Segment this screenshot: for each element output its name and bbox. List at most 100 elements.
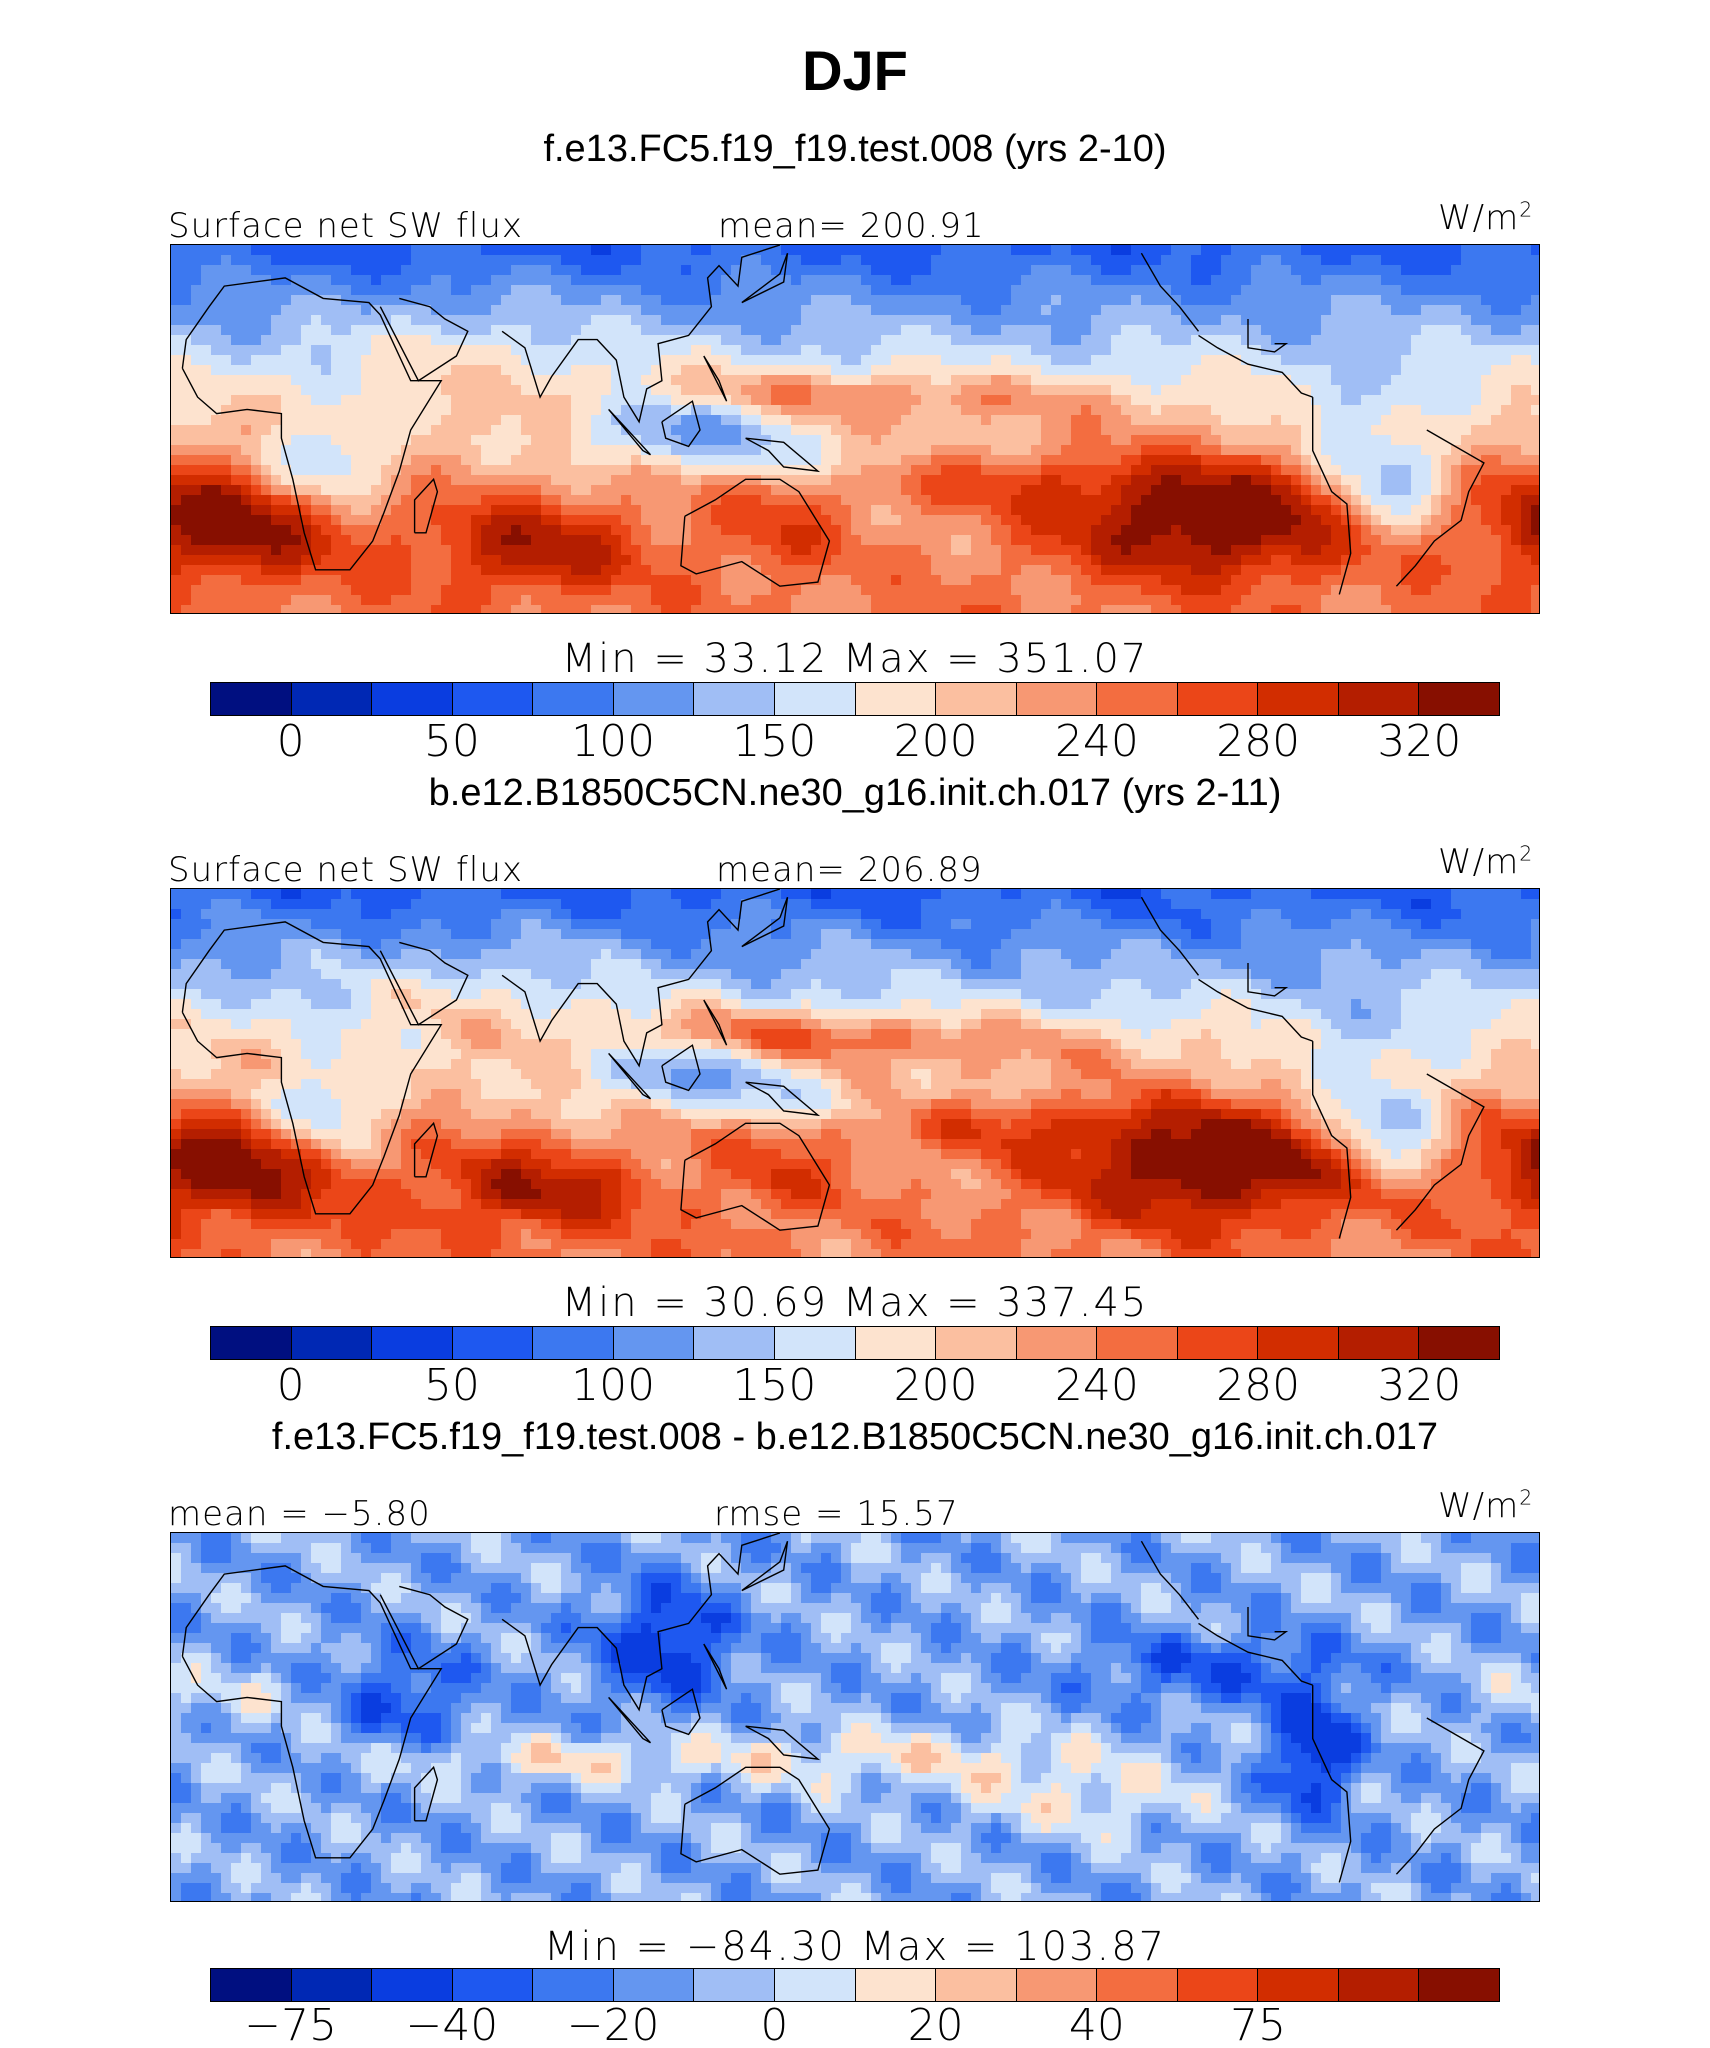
units-label-1: W/m2: [1438, 197, 1534, 238]
colorbar-tick-label: 20: [907, 2000, 964, 2048]
map-model: [171, 245, 1539, 613]
colorbar-swatch: [936, 1327, 1017, 1359]
colorbar-swatch: [1177, 683, 1259, 715]
coastline: [680, 1122, 831, 1231]
colorbar-tick-label: 320: [1377, 716, 1462, 767]
coastline: [1247, 1607, 1289, 1641]
mean-label-2: mean= 206.89: [716, 850, 983, 890]
colorbar-swatch: [1258, 683, 1339, 715]
coastline: [1311, 397, 1352, 595]
figure-title: DJF: [802, 39, 908, 102]
colorbar-swatch: [211, 683, 292, 715]
coastline: [501, 1533, 781, 1712]
coastline: [741, 896, 789, 948]
minmax-3: Min = −84.30 Max = 103.87: [543, 1924, 1167, 1970]
colorbar-swatch: [1097, 683, 1178, 715]
coastline: [413, 477, 439, 534]
colorbar-swatch: [452, 1969, 534, 2001]
map-difference: [171, 1533, 1539, 1901]
case-title-2: b.e12.B1850C5CN.ne30_g16.init.ch.017 (yr…: [428, 772, 1282, 814]
colorbar-swatch: [372, 1969, 453, 2001]
colorbar-swatch: [855, 683, 937, 715]
coastline: [703, 999, 728, 1046]
coastline: [1198, 1622, 1313, 1686]
coastline: [501, 245, 781, 424]
colorbar-swatch: [1338, 1969, 1420, 2001]
colorbar-swatch: [694, 683, 775, 715]
units-label-2: W/m2: [1438, 841, 1534, 882]
colorbar-swatch: [533, 1969, 614, 2001]
colorbar-swatch: [533, 1327, 614, 1359]
coastline: [1140, 252, 1200, 332]
colorbar-ticks-2: 0 50 100 150 200 240 280 320: [210, 1360, 1500, 1411]
minmax-2: Min = 30.69 Max = 337.45: [561, 1280, 1149, 1326]
colorbar-2: [210, 1326, 1500, 1360]
colorbar-swatch: [211, 1969, 292, 2001]
colorbar-tick-label: −20: [566, 2000, 660, 2048]
colorbar-swatch: [452, 683, 534, 715]
coastline: [1395, 1717, 1485, 1875]
colorbar-swatch: [1177, 1327, 1259, 1359]
colorbar-tick-label: −40: [405, 2000, 499, 2048]
colorbar-tick-label: 200: [893, 1360, 978, 1411]
colorbar-ticks-3: −75 −40 −20 0 20 40 75: [210, 2000, 1500, 2048]
mean-label-3: mean = −5.80: [168, 1494, 431, 1534]
colorbar-swatch: [774, 683, 856, 715]
colorbar-swatch: [291, 683, 373, 715]
colorbar-tick-label: 150: [732, 1360, 817, 1411]
coastline: [745, 437, 821, 473]
coastline: [703, 355, 728, 402]
variable-label-1: Surface net SW flux: [168, 206, 524, 246]
coastline: [1311, 1041, 1352, 1239]
coastline: [1140, 1540, 1200, 1620]
colorbar-tick-label: 0: [276, 716, 305, 767]
colorbar-swatch: [1419, 683, 1499, 715]
coastline: [661, 1688, 701, 1736]
colorbar-tick-label: 100: [571, 716, 656, 767]
colorbar-tick-label: 0: [276, 1360, 305, 1411]
coastline: [608, 1696, 652, 1744]
colorbar-swatch: [694, 1969, 775, 2001]
colorbar-swatch: [1338, 683, 1420, 715]
colorbar-swatch: [936, 1969, 1017, 2001]
colorbar-tick-label: 40: [1068, 2000, 1125, 2048]
coastline: [1140, 896, 1200, 976]
colorbar-tick-label: 280: [1216, 716, 1301, 767]
colorbar-3: [210, 1968, 1500, 2002]
coastline: [1395, 429, 1485, 587]
colorbar-swatch: [1097, 1969, 1178, 2001]
colorbar-swatch: [855, 1969, 937, 2001]
coastline: [413, 1765, 439, 1822]
units-label-3: W/m2: [1438, 1485, 1534, 1526]
coastline: [741, 252, 789, 304]
map-panel-difference: [170, 1532, 1540, 1902]
colorbar-tick-label: 50: [423, 1360, 480, 1411]
colorbar-tick-label: 50: [423, 716, 480, 767]
colorbar-tick-label: 0: [760, 2000, 789, 2048]
coastline: [1247, 319, 1289, 353]
colorbar-swatch: [291, 1327, 373, 1359]
colorbar-tick-label: 150: [732, 716, 817, 767]
colorbar-tick-label: 75: [1230, 2000, 1287, 2048]
coastline: [745, 1081, 821, 1117]
coastline: [501, 889, 781, 1068]
colorbar-swatch: [372, 1327, 453, 1359]
colorbar-tick-label: 100: [571, 1360, 656, 1411]
colorbar-swatch: [613, 1327, 695, 1359]
colorbar-ticks-1: 0 50 100 150 200 240 280 320: [210, 716, 1500, 767]
colorbar-swatch: [694, 1327, 775, 1359]
colorbar-tick-label: 200: [893, 716, 978, 767]
map-control: [171, 889, 1539, 1257]
coastline: [413, 1121, 439, 1178]
case-title-1: f.e13.FC5.f19_f19.test.008 (yrs 2-10): [543, 128, 1167, 170]
coastline: [680, 478, 831, 587]
colorbar-swatch: [1338, 1327, 1420, 1359]
coastline: [379, 297, 469, 382]
colorbar-tick-label: 240: [1054, 1360, 1139, 1411]
colorbar-swatch: [855, 1327, 937, 1359]
colorbar-swatch: [211, 1327, 292, 1359]
coastline: [745, 1725, 821, 1761]
colorbar-swatch: [1016, 1327, 1098, 1359]
colorbar-tick-label: 320: [1377, 1360, 1462, 1411]
coastline: [1311, 1685, 1352, 1883]
